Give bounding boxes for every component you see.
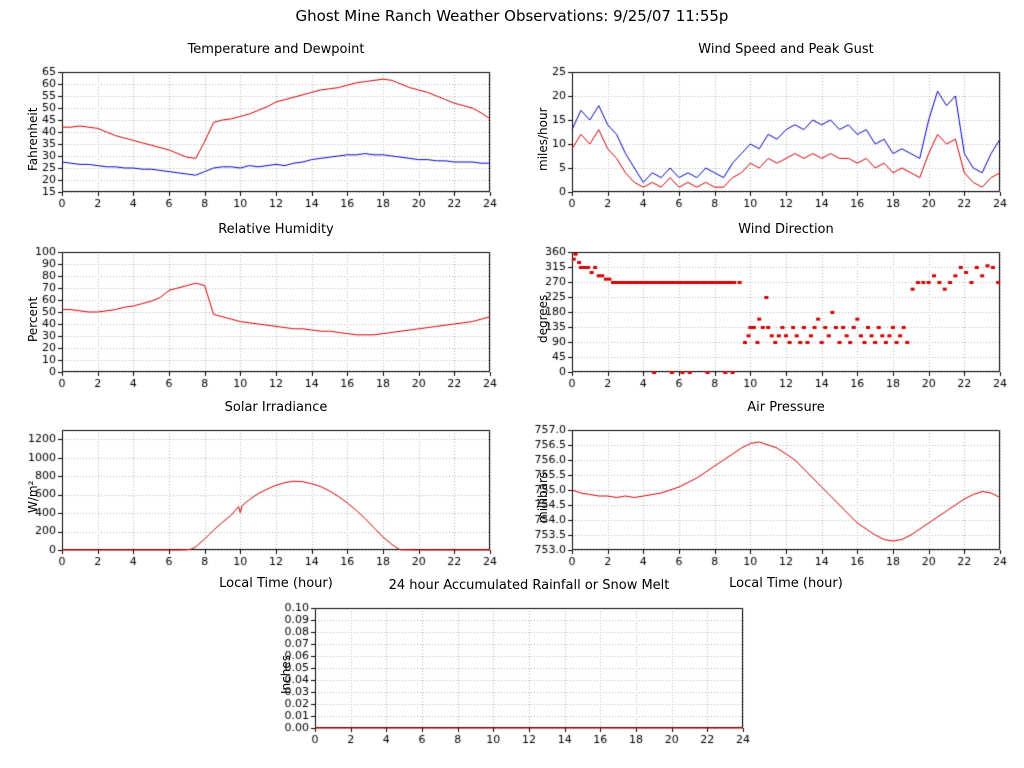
chart-solar-irradiance: Solar Irradiance W/m² Local Time (hour) <box>18 400 500 594</box>
chart-title-solar-irradiance: Solar Irradiance <box>224 400 328 415</box>
solar-irradiance-plot <box>18 422 500 572</box>
chart-air-pressure: Air Pressure millibars Local Time (hour) <box>528 400 1010 594</box>
wind-speed-gust-plot <box>528 64 1010 214</box>
temperature-dewpoint-plot <box>18 64 500 214</box>
air-pressure-plot <box>528 422 1010 572</box>
chart-title-relative-humidity: Relative Humidity <box>218 222 334 237</box>
chart-title-wind-speed-gust: Wind Speed and Peak Gust <box>698 42 874 57</box>
wind-direction-plot <box>528 244 1010 394</box>
x-axis-label-local-time: Local Time (hour) <box>219 576 333 591</box>
chart-wind-direction: Wind Direction degrees <box>528 222 1010 394</box>
chart-title-temperature-dewpoint: Temperature and Dewpoint <box>187 42 365 57</box>
accumulated-rainfall-plot <box>271 600 753 750</box>
chart-accumulated-rainfall: 24 hour Accumulated Rainfall or Snow Mel… <box>271 578 753 750</box>
chart-temperature-dewpoint: Temperature and Dewpoint Fahrenheit <box>18 42 500 214</box>
chart-title-accumulated-rainfall: 24 hour Accumulated Rainfall or Snow Mel… <box>388 578 670 593</box>
page-title: Ghost Mine Ranch Weather Observations: 9… <box>295 7 729 25</box>
chart-relative-humidity: Relative Humidity Percent <box>18 222 500 394</box>
chart-title-wind-direction: Wind Direction <box>738 222 834 237</box>
chart-wind-speed-gust: Wind Speed and Peak Gust miles/hour <box>528 42 1010 214</box>
x-axis-label-local-time: Local Time (hour) <box>729 576 843 591</box>
chart-title-air-pressure: Air Pressure <box>747 400 825 415</box>
relative-humidity-plot <box>18 244 500 394</box>
